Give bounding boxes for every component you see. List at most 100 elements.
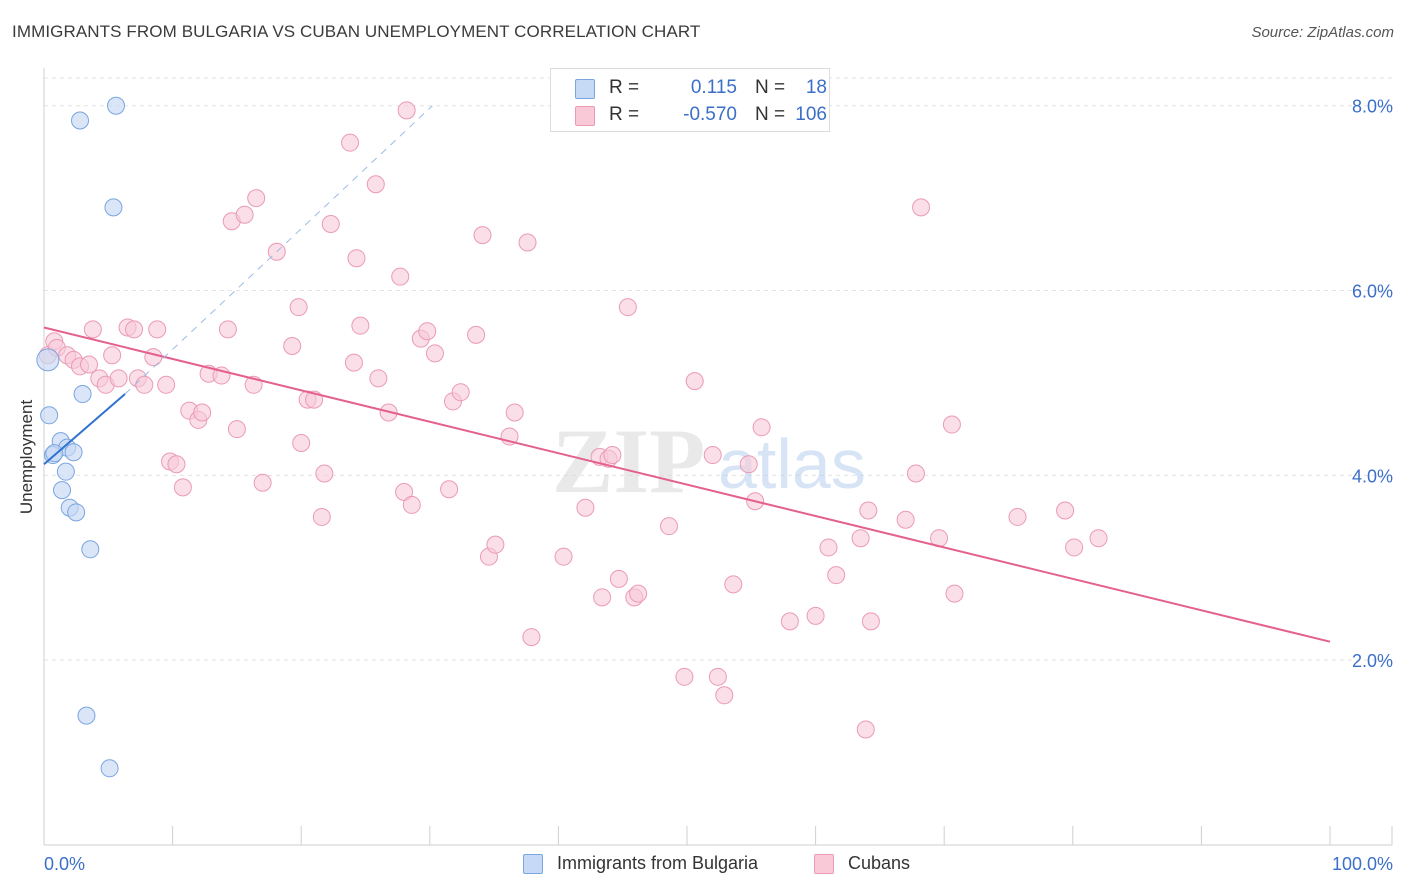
y-tick-label: 6.0% — [1352, 282, 1393, 302]
cuban-point — [103, 346, 122, 365]
cuban-point — [486, 535, 505, 554]
cuban-point — [618, 298, 637, 317]
cuban-point — [752, 418, 771, 437]
cuban-point — [603, 446, 622, 465]
cuban-point — [659, 517, 678, 536]
cuban-point — [167, 455, 186, 474]
cuban-point — [739, 455, 758, 474]
bulgaria-point — [45, 444, 64, 463]
x-tick-label: 100.0% — [1332, 854, 1393, 874]
cuban-point — [1056, 501, 1075, 520]
cuban-point — [859, 501, 878, 520]
cuban-point — [247, 189, 266, 208]
trend-lines — [43, 105, 1331, 643]
cuban-point — [218, 320, 237, 339]
cuban-point — [351, 316, 370, 335]
cuban-point — [780, 612, 799, 631]
legend-label-cubans: Cubans — [848, 853, 911, 873]
cuban-point — [827, 566, 846, 585]
cuban-point — [135, 375, 154, 394]
bulgaria-swatch — [575, 79, 595, 99]
cuban-point — [402, 495, 421, 514]
correlation-legend: R = 0.115 N = 18 R = -0.570 N = 106 — [550, 68, 830, 132]
cuban-point — [593, 588, 612, 607]
cuban-point — [861, 612, 880, 631]
y-tick-label: 8.0% — [1352, 97, 1393, 117]
bulgaria-trend-extension — [124, 105, 433, 395]
cuban-point — [312, 507, 331, 526]
cuban-point — [724, 575, 743, 594]
bulgaria-points — [36, 96, 126, 778]
cuban-point — [1089, 529, 1108, 548]
cuban-point — [440, 480, 459, 499]
cuban-point — [321, 215, 340, 234]
cuban-point — [418, 322, 437, 341]
cuban-point — [283, 336, 302, 355]
cuban-point — [467, 325, 486, 344]
cuban-point — [366, 175, 385, 194]
n-value: 18 — [805, 77, 827, 98]
cuban-point — [703, 446, 722, 465]
cuban-point — [227, 420, 246, 439]
cuban-points — [38, 101, 1108, 739]
watermark: ZIP atlas — [552, 410, 866, 512]
cuban-point — [109, 369, 128, 388]
cuban-point — [522, 628, 541, 647]
chart-title: IMMIGRANTS FROM BULGARIA VS CUBAN UNEMPL… — [12, 22, 701, 41]
cuban-point — [851, 529, 870, 548]
source-label: Source: ZipAtlas.com — [1251, 24, 1394, 41]
series-legend: Immigrants from Bulgaria Cubans — [0, 852, 1406, 878]
cuban-point — [942, 415, 961, 434]
cuban-point — [945, 584, 964, 603]
bulgaria-point — [100, 759, 119, 778]
cuban-point — [148, 320, 167, 339]
cuban-point — [347, 249, 366, 268]
cuban-point — [518, 233, 537, 252]
n-label: N = — [755, 104, 786, 125]
cuban-point — [912, 198, 931, 217]
cuban-point — [425, 344, 444, 363]
cuban-point — [235, 205, 254, 224]
cuban-point — [253, 473, 272, 492]
cuban-point — [1008, 507, 1027, 526]
bulgaria-point — [71, 111, 90, 130]
cuban-point — [289, 298, 308, 317]
legend-label-bulgaria: Immigrants from Bulgaria — [557, 853, 759, 873]
cuban-point — [344, 353, 363, 372]
cuban-point — [708, 667, 727, 686]
cuban-point — [554, 547, 573, 566]
bulgaria-point — [67, 503, 86, 522]
cuban-point — [819, 538, 838, 557]
bulgaria-swatch — [523, 854, 543, 874]
cuban-point — [906, 464, 925, 483]
bulgaria-point — [77, 706, 96, 725]
y-tick-label: 2.0% — [1352, 651, 1393, 671]
cuban-point — [193, 403, 212, 422]
y-axis-label: Unemployment — [17, 399, 36, 515]
x-tick-label: 0.0% — [44, 854, 85, 874]
cuban-point — [397, 101, 416, 120]
cuban-point — [629, 584, 648, 603]
r-value: -0.570 — [683, 104, 737, 125]
cuban-point — [315, 464, 334, 483]
cuban-point — [675, 667, 694, 686]
cuban-point — [896, 510, 915, 529]
cuban-point — [173, 478, 192, 497]
cuban-point — [505, 403, 524, 422]
bulgaria-point — [81, 540, 100, 559]
bulgaria-point — [104, 198, 123, 217]
cuban-point — [715, 686, 734, 705]
n-label: N = — [755, 77, 786, 98]
watermark-zip: ZIP — [552, 410, 705, 512]
cuban-trend-line — [43, 326, 1331, 643]
r-label: R = — [609, 104, 640, 125]
tick-labels: 2.0% 4.0% 6.0% 8.0% 0.0% 100.0% — [44, 97, 1393, 874]
cuban-point — [806, 606, 825, 625]
cuban-point — [451, 383, 470, 402]
cuban-point — [369, 369, 388, 388]
bulgaria-point — [73, 385, 92, 404]
cuban-point — [341, 133, 360, 152]
cuban-point — [292, 434, 311, 453]
cuban-point — [144, 348, 163, 367]
